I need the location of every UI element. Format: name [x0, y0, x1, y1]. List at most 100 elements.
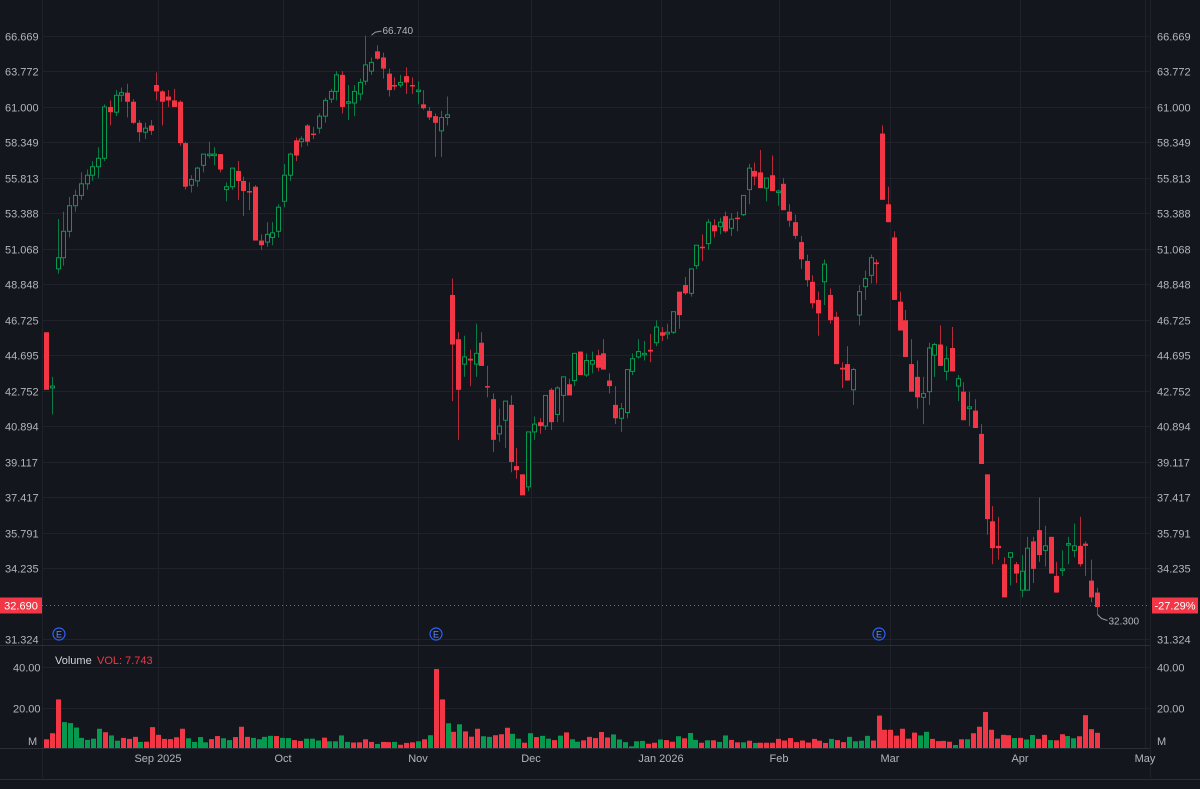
candle[interactable]	[1072, 523, 1077, 558]
volume-bar[interactable]	[688, 733, 693, 748]
volume-bar[interactable]	[416, 741, 421, 748]
candle[interactable]	[694, 244, 699, 269]
candle[interactable]	[985, 474, 990, 535]
candle[interactable]	[840, 362, 845, 388]
volume-bar[interactable]	[50, 733, 55, 748]
candle[interactable]	[178, 100, 183, 146]
candle[interactable]	[509, 395, 514, 473]
volume-bar[interactable]	[144, 741, 149, 748]
volume-bar[interactable]	[257, 739, 262, 748]
candle[interactable]	[427, 106, 432, 121]
candle[interactable]	[648, 333, 653, 363]
candle[interactable]	[189, 175, 194, 193]
candle[interactable]	[996, 516, 1001, 560]
volume-bar[interactable]	[1065, 736, 1070, 748]
candle[interactable]	[44, 332, 49, 390]
candle[interactable]	[265, 222, 270, 247]
volume-bar[interactable]	[605, 737, 610, 748]
candle[interactable]	[764, 177, 769, 202]
candle[interactable]	[915, 360, 920, 409]
candles[interactable]	[44, 35, 1100, 615]
volume-bar[interactable]	[989, 729, 994, 748]
candle[interactable]	[125, 83, 130, 118]
candle[interactable]	[1083, 541, 1088, 576]
volume-bar[interactable]	[404, 742, 409, 748]
candle[interactable]	[224, 182, 229, 202]
candle[interactable]	[787, 204, 792, 227]
volume-bar[interactable]	[280, 737, 285, 748]
candle[interactable]	[828, 288, 833, 324]
candle[interactable]	[90, 161, 95, 181]
volume-bar[interactable]	[410, 742, 415, 748]
volume-bar[interactable]	[109, 735, 114, 748]
candle[interactable]	[259, 234, 264, 250]
volume-bar[interactable]	[995, 738, 1000, 748]
volume-bar[interactable]	[847, 736, 852, 748]
candle[interactable]	[311, 126, 316, 139]
volume-bar[interactable]	[570, 739, 575, 748]
candle[interactable]	[416, 81, 421, 105]
volume-bar[interactable]	[463, 731, 468, 748]
candle[interactable]	[863, 270, 868, 300]
candle[interactable]	[375, 45, 380, 60]
candle[interactable]	[706, 219, 711, 250]
volume-bar[interactable]	[1042, 734, 1047, 748]
volume-bar[interactable]	[475, 728, 480, 748]
candle[interactable]	[741, 194, 746, 217]
volume-bar[interactable]	[977, 726, 982, 748]
candle[interactable]	[131, 99, 136, 125]
volume-bar[interactable]	[62, 722, 67, 748]
volume-bar[interactable]	[664, 740, 669, 748]
volume-bar[interactable]	[918, 735, 923, 748]
candle[interactable]	[282, 163, 287, 208]
candle[interactable]	[578, 351, 583, 376]
volume-bar[interactable]	[670, 741, 675, 748]
volume-bar[interactable]	[753, 742, 758, 748]
volume-bar[interactable]	[79, 737, 84, 748]
volume-bar[interactable]	[510, 733, 515, 748]
candle[interactable]	[665, 323, 670, 340]
volume-bar[interactable]	[398, 744, 403, 748]
candle[interactable]	[218, 154, 223, 173]
candle[interactable]	[352, 84, 357, 117]
candle[interactable]	[538, 418, 543, 434]
candle[interactable]	[636, 339, 641, 359]
candle[interactable]	[781, 178, 786, 211]
candle[interactable]	[73, 189, 78, 212]
volume-bar[interactable]	[440, 699, 445, 748]
volume-bar[interactable]	[564, 732, 569, 748]
volume-bar[interactable]	[121, 737, 126, 748]
volume-bar[interactable]	[493, 735, 498, 748]
candle[interactable]	[613, 386, 618, 425]
volume-bar[interactable]	[186, 738, 191, 748]
candle[interactable]	[1060, 550, 1065, 576]
volume-bar[interactable]	[575, 741, 580, 748]
volume-bar[interactable]	[1071, 738, 1076, 748]
volume-bar[interactable]	[924, 731, 929, 748]
volume-bar[interactable]	[227, 740, 232, 748]
volume-bar[interactable]	[1036, 738, 1041, 748]
candle[interactable]	[114, 90, 119, 117]
candle[interactable]	[398, 74, 403, 88]
volume-bar[interactable]	[853, 741, 858, 748]
volume-bar[interactable]	[133, 736, 138, 748]
volume-bar[interactable]	[316, 740, 321, 748]
volume-bar[interactable]	[983, 711, 988, 748]
volume-bar[interactable]	[274, 736, 279, 748]
volume-bar[interactable]	[629, 746, 634, 748]
volume-bar[interactable]	[782, 740, 787, 748]
volume-bar[interactable]	[375, 743, 380, 748]
volume-bar[interactable]	[138, 741, 143, 748]
volume-bar[interactable]	[446, 723, 451, 748]
candle[interactable]	[718, 217, 723, 235]
candle[interactable]	[479, 332, 484, 366]
volume-bar[interactable]	[203, 742, 208, 748]
volume-bar[interactable]	[522, 742, 527, 748]
volume-bar[interactable]	[1018, 737, 1023, 748]
candle[interactable]	[799, 235, 804, 269]
candle[interactable]	[776, 189, 781, 206]
candle[interactable]	[56, 219, 61, 274]
candle[interactable]	[247, 182, 252, 211]
candle[interactable]	[1095, 587, 1100, 615]
candle[interactable]	[85, 169, 90, 190]
